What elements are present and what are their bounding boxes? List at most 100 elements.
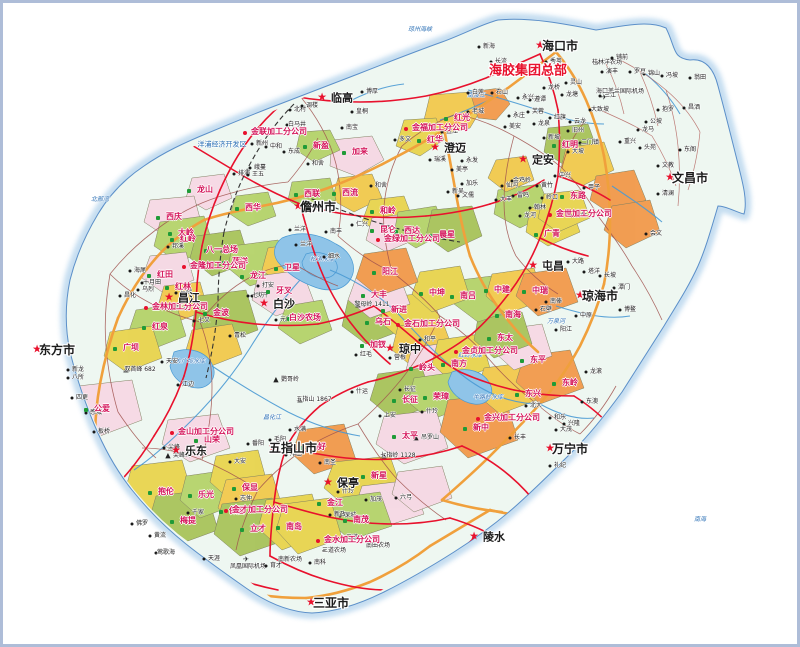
plantation-label[interactable]: 乐光: [198, 490, 214, 499]
plantation-marker-icon[interactable]: [520, 359, 524, 363]
town-label[interactable]: 上安: [383, 412, 397, 419]
branch-label[interactable]: 金兴加工分公司: [484, 413, 540, 422]
town-label[interactable]: 东成: [287, 148, 301, 155]
plantation-label[interactable]: 红光: [454, 113, 470, 122]
plantation-marker-icon[interactable]: [419, 292, 423, 296]
plantation-label[interactable]: 东兴: [525, 389, 541, 398]
town-label[interactable]: 仙沟: [505, 182, 519, 189]
plantation-marker-icon[interactable]: [156, 216, 160, 220]
town-label[interactable]: 七坊: [251, 292, 265, 299]
town-label[interactable]: 多文: [398, 136, 412, 143]
town-label[interactable]: 和舍: [374, 182, 388, 189]
town-label[interactable]: 长坡: [603, 272, 617, 279]
town-label[interactable]: 番阳: [251, 440, 265, 447]
plantation-label[interactable]: 八一总场: [206, 245, 238, 254]
plantation-marker-icon[interactable]: [392, 435, 396, 439]
town-label[interactable]: 感城: [89, 409, 103, 416]
plantation-marker-icon[interactable]: [165, 286, 169, 290]
plantation-marker-icon[interactable]: [360, 344, 364, 348]
plantation-label[interactable]: 东平: [530, 355, 546, 364]
town-label[interactable]: 大茂: [559, 426, 573, 433]
branch-marker-icon[interactable]: [376, 238, 380, 242]
branch-marker-icon[interactable]: [170, 431, 174, 435]
plantation-label[interactable]: 大丰: [371, 290, 387, 299]
town-label[interactable]: 冯坡: [665, 72, 679, 79]
town-label[interactable]: 什玲: [425, 408, 439, 415]
headquarters-label[interactable]: 海胶集团总部: [488, 63, 568, 79]
plantation-label[interactable]: 梅提: [180, 516, 196, 525]
plantation-marker-icon[interactable]: [381, 309, 385, 313]
town-label[interactable]: 龙河: [523, 212, 537, 219]
branch-marker-icon[interactable]: [454, 350, 458, 354]
town-label[interactable]: 黄竹: [540, 182, 554, 189]
town-label[interactable]: 老城: [471, 108, 485, 115]
town-label[interactable]: 南科: [313, 559, 327, 566]
town-label[interactable]: 长丰: [513, 434, 527, 441]
plantation-marker-icon[interactable]: [552, 382, 556, 386]
plantation-label[interactable]: 岭头: [419, 363, 435, 372]
town-label[interactable]: 博厚: [365, 88, 379, 95]
plantation-label[interactable]: 金波: [213, 308, 229, 317]
plantation-label[interactable]: 蓝洋: [232, 257, 248, 266]
town-label[interactable]: 王五: [251, 171, 265, 178]
town-label[interactable]: 南丰: [329, 228, 343, 235]
town-label[interactable]: 仁兴: [355, 221, 369, 228]
town-label[interactable]: 和乐: [553, 414, 567, 421]
branch-label[interactable]: 金林加工分公司: [152, 302, 208, 311]
branch-marker-icon[interactable]: [476, 417, 480, 421]
town-label[interactable]: 罗豆: [633, 68, 647, 75]
plantation-label[interactable]: 红林: [175, 282, 191, 291]
town-label[interactable]: 永庄: [512, 112, 526, 119]
town-label[interactable]: 佛罗: [135, 520, 149, 527]
town-label[interactable]: 龙马: [641, 126, 655, 133]
plantation-marker-icon[interactable]: [487, 337, 491, 341]
plantation-label[interactable]: 广坝: [123, 343, 139, 352]
plantation-marker-icon[interactable]: [361, 475, 365, 479]
town-label[interactable]: 重兴: [623, 138, 637, 145]
plantation-marker-icon[interactable]: [235, 207, 239, 211]
plantation-label[interactable]: 西庆: [166, 212, 182, 221]
town-label[interactable]: 天安: [165, 358, 179, 365]
national-roads[interactable]: [111, 53, 617, 599]
plantation-marker-icon[interactable]: [170, 238, 174, 242]
branch-label[interactable]: 金世加工分公司: [556, 209, 612, 218]
branch-label[interactable]: 金山加工分公司: [178, 427, 234, 436]
plantation-label[interactable]: 新星: [371, 471, 387, 480]
town-label[interactable]: 兰洋: [299, 241, 313, 248]
city-label[interactable]: 昌江: [178, 291, 200, 305]
town-label[interactable]: 灵山: [569, 79, 583, 86]
town-label[interactable]: 调楼: [305, 102, 319, 109]
town-label[interactable]: 乌烈: [141, 286, 155, 293]
town-label[interactable]: 秀英: [549, 58, 563, 65]
town-label[interactable]: 塔洋: [587, 268, 601, 275]
plantation-label[interactable]: 南吕: [460, 291, 476, 300]
plantation-label[interactable]: 东岭: [562, 378, 578, 387]
plantation-label[interactable]: 长征: [402, 395, 418, 404]
town-label[interactable]: 金鸡岭: [512, 177, 532, 184]
plantation-label[interactable]: 立才: [250, 524, 266, 533]
plantation-marker-icon[interactable]: [219, 510, 223, 514]
plantation-label[interactable]: 大岭: [178, 228, 194, 237]
town-label[interactable]: 长征: [403, 386, 417, 393]
town-label[interactable]: 江边: [181, 381, 195, 388]
town-label[interactable]: 育才: [269, 562, 283, 569]
plantation-marker-icon[interactable]: [372, 271, 376, 275]
plantation-marker-icon[interactable]: [342, 151, 346, 155]
town-label[interactable]: 新政: [333, 511, 347, 518]
town-label[interactable]: 白莲: [471, 89, 485, 96]
plantation-label[interactable]: 阳江: [382, 267, 398, 276]
town-label[interactable]: 新坡: [547, 134, 561, 141]
plantation-label[interactable]: 乌石: [375, 317, 391, 326]
plantation-marker-icon[interactable]: [515, 393, 519, 397]
town-label[interactable]: 兰洋: [293, 226, 307, 233]
town-label[interactable]: 水满: [293, 426, 307, 433]
plantation-marker-icon[interactable]: [303, 145, 307, 149]
town-label[interactable]: 青松: [233, 332, 247, 339]
plantation-marker-icon[interactable]: [429, 234, 433, 238]
plantation-marker-icon[interactable]: [148, 491, 152, 495]
plantation-marker-icon[interactable]: [274, 267, 278, 271]
town-label[interactable]: 兴隆: [567, 420, 581, 427]
town-label[interactable]: 莺歌海: [156, 549, 176, 556]
plantation-label[interactable]: 白沙农场: [289, 313, 321, 322]
town-label[interactable]: 八所: [71, 374, 85, 381]
